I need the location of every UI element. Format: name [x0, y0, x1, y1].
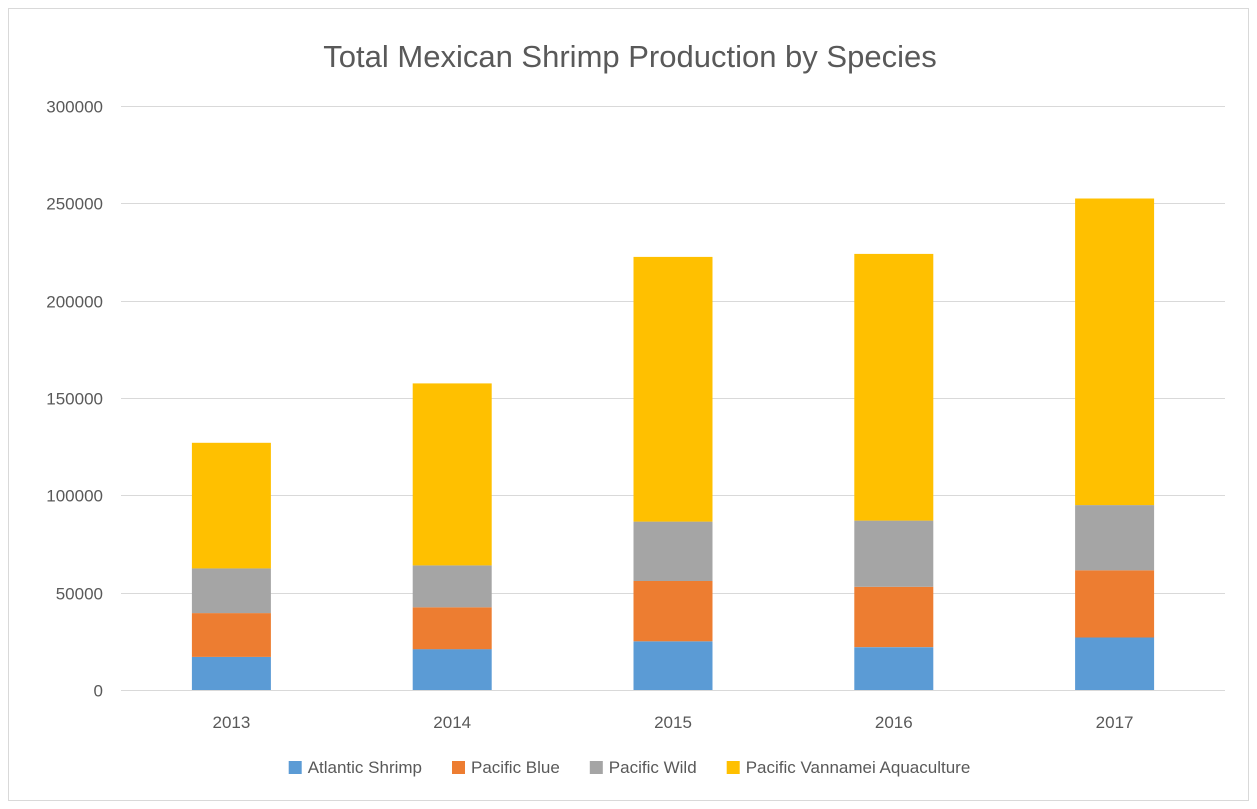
x-tick-label: 2014: [433, 713, 471, 732]
y-axis-tick-labels: 0 50000 100000 150000 200000 250000 300000: [46, 98, 103, 701]
bar-segment: [412, 607, 492, 650]
bar-segment: [1075, 505, 1155, 571]
bar-segment: [854, 253, 934, 521]
bar-segment: [191, 613, 271, 657]
legend-label: Pacific Vannamei Aquaculture: [746, 758, 971, 777]
legend-swatch: [452, 761, 465, 774]
legend-swatch: [726, 761, 740, 774]
legend-label: Pacific Blue: [471, 758, 560, 777]
y-tick-label: 50000: [56, 585, 103, 604]
legend: Atlantic Shrimp Pacific Blue Pacific Wild P…: [288, 758, 971, 777]
bar-segment: [854, 586, 934, 648]
y-tick-label: 0: [94, 682, 103, 701]
x-tick-label: 2017: [1096, 713, 1134, 732]
bars: [191, 198, 1155, 690]
bar-segment: [1075, 570, 1155, 638]
bar-segment: [191, 442, 271, 569]
bar-segment: [854, 647, 934, 690]
bar-segment: [412, 649, 492, 690]
legend-swatch: [589, 761, 603, 774]
chart-title: Total Mexican Shrimp Production by Speci…: [323, 39, 936, 74]
bar-segment: [633, 641, 713, 690]
bar-segment: [854, 520, 934, 587]
bar-segment: [191, 568, 271, 614]
x-tick-label: 2016: [875, 713, 913, 732]
bar-segment: [412, 383, 492, 566]
y-tick-label: 100000: [46, 487, 103, 506]
bar-segment: [1075, 198, 1155, 506]
bar-segment: [191, 656, 271, 690]
legend-swatch: [288, 761, 302, 774]
y-tick-label: 200000: [46, 293, 103, 312]
y-tick-label: 150000: [46, 390, 103, 409]
x-axis-tick-labels: 2013 2014 2015 2016 2017: [212, 713, 1133, 732]
chart-svg: Total Mexican Shrimp Production by Speci…: [46, 39, 1225, 777]
y-tick-label: 300000: [46, 98, 103, 117]
legend-label: Pacific Wild: [609, 758, 697, 777]
bar-segment: [633, 256, 713, 522]
bar-segment: [633, 581, 713, 642]
bar-segment: [1075, 637, 1155, 690]
bar-segment: [633, 521, 713, 581]
y-tick-label: 250000: [46, 195, 103, 214]
legend-label: Atlantic Shrimp: [308, 758, 422, 777]
bar-segment: [412, 565, 492, 608]
chart-area: Total Mexican Shrimp Production by Speci…: [8, 8, 1249, 801]
x-tick-label: 2015: [654, 713, 692, 732]
x-tick-label: 2013: [212, 713, 250, 732]
